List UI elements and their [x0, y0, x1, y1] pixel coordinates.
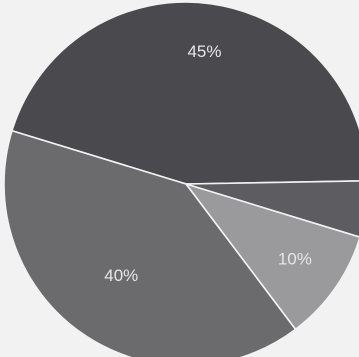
pie-slice-4 [3, 129, 297, 357]
pie-slice-1 [10, 1, 359, 185]
pie-label-3: 10% [278, 250, 312, 269]
pie-label-1: 45% [187, 42, 221, 61]
pie-slice-3 [183, 182, 359, 331]
pie-labels: 45% 10% 40% [104, 42, 312, 285]
pie-label-4: 40% [104, 266, 138, 285]
pie-slices [3, 1, 359, 357]
